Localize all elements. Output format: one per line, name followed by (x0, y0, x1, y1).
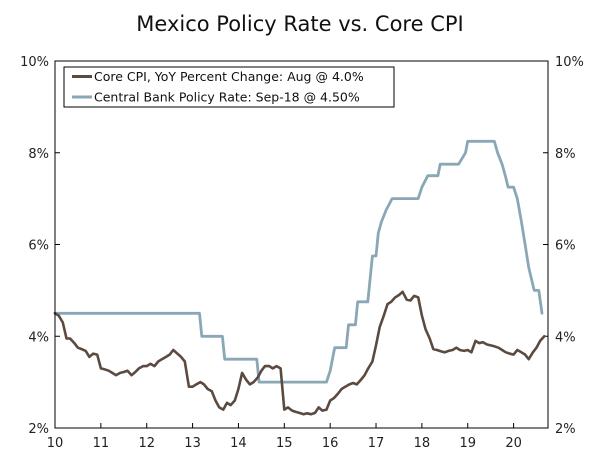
series-layer (53, 139, 546, 416)
y-tick-label-left-2: 2% (28, 422, 49, 437)
legend-box (63, 66, 395, 108)
y-tick-label-left-8: 8% (28, 147, 49, 162)
x-tick-label-13: 13 (184, 436, 201, 451)
y-tick-label-right-6: 6% (555, 239, 576, 254)
legend-label-policy-rate: Central Bank Policy Rate: Sep-18 @ 4.50% (94, 90, 360, 105)
x-tick-label-16: 16 (322, 436, 339, 451)
y-tick-label-right-2: 2% (555, 422, 576, 437)
x-tick-label-14: 14 (230, 436, 247, 451)
series-line-policy-rate (53, 139, 544, 384)
plot-frame (54, 60, 549, 429)
chart-legend: Core CPI, YoY Percent Change: Aug @ 4.0%… (63, 66, 395, 108)
chart-title: Mexico Policy Rate vs. Core CPI (136, 12, 463, 36)
legend-label-core-cpi: Core CPI, YoY Percent Change: Aug @ 4.0% (94, 69, 364, 84)
y-tick-label-left-4: 4% (28, 330, 49, 345)
x-tick-label-15: 15 (276, 436, 293, 451)
x-tick-label-10: 10 (47, 436, 64, 451)
x-tick-label-11: 11 (93, 436, 110, 451)
y-tick-label-left-10: 10% (20, 55, 49, 70)
x-tick-label-19: 19 (459, 436, 476, 451)
x-tick-label-17: 17 (368, 436, 385, 451)
y-tick-label-right-10: 10% (555, 55, 584, 70)
x-tick-label-12: 12 (138, 436, 155, 451)
x-tick-label-18: 18 (414, 436, 431, 451)
y-tick-label-right-8: 8% (555, 147, 576, 162)
x-tick-label-20: 20 (505, 436, 522, 451)
ticks-layer: 2% 2% 4% 4% 6% 6% 8% 8% 10% 10% 10 11 12 13 14 15 16 17 18… (20, 55, 584, 451)
y-tick-label-left-6: 6% (28, 239, 49, 254)
series-line-core-cpi (53, 290, 546, 416)
y-tick-label-right-4: 4% (555, 330, 576, 345)
